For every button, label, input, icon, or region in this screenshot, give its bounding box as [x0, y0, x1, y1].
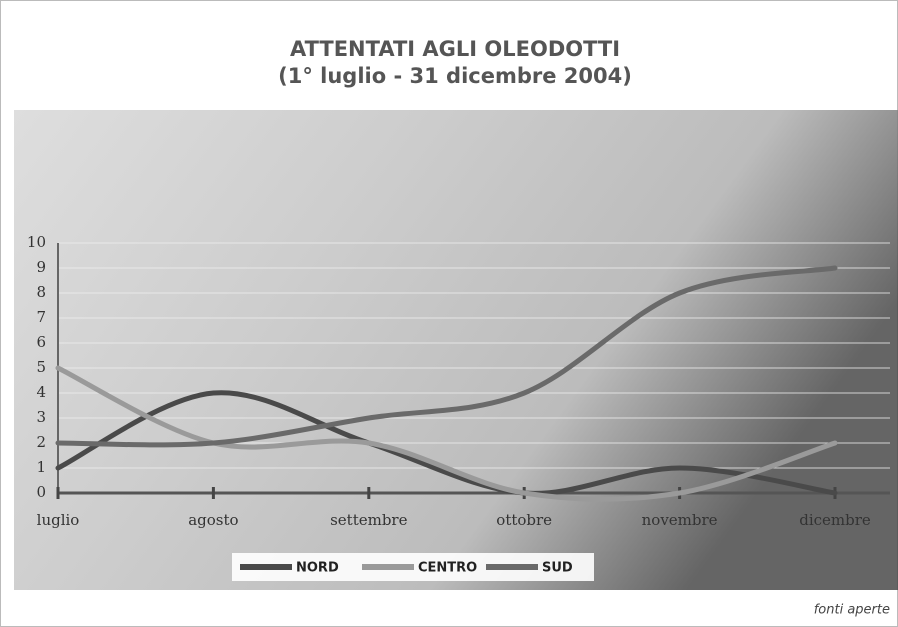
y-tick-label: 4 — [36, 383, 46, 401]
y-tick-label: 9 — [36, 258, 46, 276]
y-tick-label: 2 — [36, 433, 46, 451]
y-tick-label: 8 — [36, 283, 46, 301]
chart-subtitle: (1° luglio - 31 dicembre 2004) — [278, 64, 632, 88]
background-image — [14, 110, 898, 590]
y-tick-label: 6 — [36, 333, 46, 351]
y-tick-label: 1 — [36, 458, 46, 476]
x-tick-label: agosto — [188, 511, 238, 529]
x-tick-label: ottobre — [496, 511, 552, 529]
y-tick-label: 7 — [36, 308, 46, 326]
chart-title: ATTENTATI AGLI OLEODOTTI — [290, 37, 620, 61]
x-tick-label: settembre — [330, 511, 408, 529]
y-tick-label: 0 — [36, 483, 46, 501]
y-tick-label: 5 — [36, 358, 46, 376]
y-tick-label: 10 — [27, 233, 46, 251]
legend-label: CENTRO — [418, 561, 477, 576]
legend-label: SUD — [542, 561, 573, 576]
x-tick-label: dicembre — [799, 511, 871, 529]
x-tick-label: luglio — [37, 511, 80, 529]
x-tick-label: novembre — [642, 511, 718, 529]
source: fonti aperte — [814, 603, 890, 618]
chart: ATTENTATI AGLI OLEODOTTI (1° luglio - 31… — [0, 0, 898, 627]
legend-label: NORD — [296, 561, 339, 576]
y-tick-label: 3 — [36, 408, 46, 426]
